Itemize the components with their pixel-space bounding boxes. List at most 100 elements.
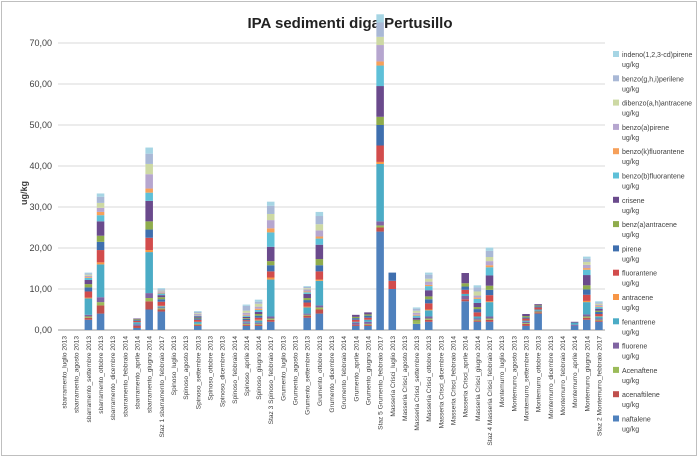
bar-segment — [424, 310, 433, 317]
x-tick-label: Masseria Crisci_agosto 2013 — [402, 336, 409, 421]
bar-segment — [266, 261, 275, 266]
bar-segment — [194, 323, 202, 325]
bar-segment — [583, 275, 591, 286]
bar-segment — [254, 308, 263, 310]
bar-segment — [254, 322, 263, 324]
bar-segment — [534, 306, 542, 308]
bar-segment — [145, 293, 153, 299]
bar-segment — [583, 264, 591, 269]
bar-segment — [84, 272, 93, 274]
legend-label: benzo(k)fluorantene ug/kg — [622, 149, 684, 166]
legend-swatch — [613, 172, 619, 179]
bar-segment — [376, 231, 384, 330]
bar-segment — [473, 291, 482, 296]
bar-segment — [254, 301, 263, 304]
bar-segment — [424, 309, 433, 311]
bar-segment — [266, 213, 275, 221]
bar-segment — [96, 305, 105, 314]
x-tick-label: sbarramento_febbraio 2014 — [122, 336, 129, 417]
legend-label: Acenaftene ug/kg — [622, 368, 658, 385]
bar-segment — [157, 309, 166, 312]
bar-segment — [303, 289, 311, 292]
x-tick-label: Masseria Crisci_settembre 2013 — [414, 336, 421, 431]
bar-segment — [595, 308, 603, 311]
bar-segment — [461, 273, 469, 284]
bar-segment — [303, 315, 311, 318]
bar-segment — [424, 284, 433, 287]
x-tick-label: Montemurro_giugno 2014 — [584, 336, 591, 412]
bar-segment — [242, 322, 251, 324]
x-tick-label: Staz 2 Montemurro_febbraio 2017 — [596, 336, 603, 436]
bar-segment — [266, 246, 275, 262]
legend-label: pirene ug/kg — [622, 246, 642, 263]
y-tick-label: 70,00 — [29, 38, 52, 48]
y-tick-label: 50,00 — [29, 120, 52, 130]
bar-segment — [133, 319, 141, 321]
bar-segment — [473, 302, 482, 308]
bar-segment — [424, 274, 433, 279]
legend-swatch — [613, 366, 619, 373]
bar-segment — [157, 311, 166, 330]
legend-swatch — [613, 318, 619, 325]
gridlines — [58, 42, 605, 331]
bar-segment — [145, 153, 153, 164]
bar-segment — [461, 299, 469, 302]
bar-segment — [84, 284, 93, 288]
bar-segment — [157, 292, 166, 294]
bar-segment — [157, 288, 166, 290]
y-tick-label: 60,00 — [29, 79, 52, 89]
bar-segment — [473, 318, 482, 320]
chart-title: IPA sedimenti diga Pertusillo — [247, 15, 452, 32]
bar-segment — [242, 321, 251, 323]
bar-segment — [534, 309, 542, 311]
bar-segment — [315, 280, 324, 306]
bar-segment — [485, 261, 494, 266]
bar-segment — [157, 291, 166, 293]
bar-segment — [254, 325, 263, 330]
bar-segment — [315, 230, 324, 237]
bar-segment — [473, 316, 482, 319]
bar-segment — [96, 193, 105, 197]
bar-segment — [157, 290, 166, 292]
bar-segment — [133, 320, 141, 321]
legend-swatch — [613, 294, 619, 300]
bar-segment — [522, 325, 530, 330]
bar-segment — [157, 289, 166, 291]
bar-segment — [84, 316, 93, 318]
x-tick-label: Spinoso_ottobre 2013 — [207, 336, 214, 401]
bar-segment — [133, 320, 141, 323]
x-tick-label: sbarramento_agosto 2013 — [74, 336, 81, 413]
bar-segment — [473, 307, 482, 310]
bar-segment — [412, 310, 421, 313]
bar-segment — [145, 298, 153, 302]
bar-segment — [352, 325, 360, 330]
bar-segment — [412, 307, 421, 309]
x-tick-label: sbarramento_aprile 2014 — [135, 336, 142, 410]
x-tick-label: Grumento_aprile 2014 — [353, 336, 360, 402]
x-tick-label: Grumento_agosto 2013 — [293, 336, 300, 406]
bar-segment — [266, 232, 275, 247]
legend-swatch — [613, 75, 619, 82]
legend-swatch — [613, 415, 619, 422]
bar-segment — [133, 322, 141, 325]
legend-swatch — [613, 269, 619, 276]
x-tick-label: Spinoso_aprile 2014 — [244, 336, 251, 396]
legend-label: indeno(1,2,3-cd)pirene ug/kg — [622, 52, 693, 69]
bar-segment — [388, 280, 397, 289]
bar-segment — [595, 302, 603, 304]
bar-segment — [303, 298, 311, 301]
bar-segment — [266, 265, 275, 272]
x-tick-label: sbarramento_settembre 2013 — [86, 336, 93, 423]
bar-segment — [145, 229, 153, 238]
bar-segment — [583, 317, 591, 320]
y-tick-label: 0,00 — [34, 325, 52, 335]
bar-segment — [364, 319, 372, 322]
bar-segment — [424, 290, 433, 297]
bar-segment — [583, 261, 591, 265]
bar-segment — [303, 288, 311, 290]
y-axis-label: ug/kg — [19, 181, 29, 205]
bar-segment — [595, 318, 603, 320]
bar-segment — [595, 307, 603, 309]
bar-segment — [96, 313, 105, 330]
x-tick-label: Grumento_giugno 2014 — [365, 336, 372, 406]
